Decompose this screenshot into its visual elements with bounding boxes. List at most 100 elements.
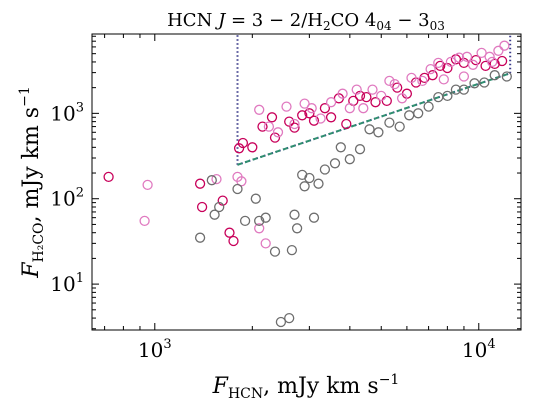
data-point xyxy=(224,227,235,238)
data-point xyxy=(354,144,366,155)
data-point xyxy=(260,238,271,249)
data-point xyxy=(351,84,362,95)
tick-label: 102 xyxy=(50,186,84,211)
tick-label: 104 xyxy=(462,337,496,362)
data-point xyxy=(254,104,265,115)
data-points xyxy=(103,40,512,328)
data-point xyxy=(458,84,470,95)
data-point xyxy=(325,97,337,108)
data-point xyxy=(297,110,308,121)
data-point xyxy=(217,195,228,206)
data-point xyxy=(489,70,500,81)
data-point xyxy=(433,57,444,69)
data-point xyxy=(384,117,395,128)
data-point xyxy=(269,132,281,143)
data-point xyxy=(467,59,479,70)
data-point xyxy=(289,118,300,130)
tick-label: 103 xyxy=(138,337,172,362)
data-point xyxy=(335,142,346,153)
data-point xyxy=(376,90,387,102)
data-point xyxy=(454,52,465,63)
data-point xyxy=(476,47,487,59)
data-point xyxy=(493,45,504,56)
data-point xyxy=(337,88,348,99)
data-point xyxy=(344,154,355,165)
data-point xyxy=(308,115,320,126)
data-point xyxy=(206,175,217,186)
data-point xyxy=(442,90,453,102)
data-point xyxy=(232,183,243,195)
data-point xyxy=(373,127,384,138)
data-point xyxy=(499,40,510,51)
data-point xyxy=(427,70,438,81)
data-point xyxy=(404,110,415,121)
data-point xyxy=(423,101,434,112)
data-point xyxy=(417,75,428,87)
data-point xyxy=(284,116,295,127)
data-point xyxy=(442,62,453,74)
data-point xyxy=(228,235,239,247)
data-point xyxy=(319,164,331,175)
data-point xyxy=(461,51,473,62)
data-point xyxy=(358,103,369,114)
data-point xyxy=(501,71,512,82)
data-point xyxy=(306,103,317,114)
data-point xyxy=(361,91,372,103)
data-point xyxy=(304,172,315,184)
data-point xyxy=(286,244,298,256)
plot-frame xyxy=(91,33,522,331)
data-point xyxy=(304,108,315,119)
data-point xyxy=(289,209,300,220)
data-point xyxy=(313,178,324,189)
data-point xyxy=(384,75,395,87)
data-point xyxy=(319,103,331,114)
x-axis-label: FHCN, mJy km s−1 xyxy=(212,372,400,402)
data-point xyxy=(281,101,292,112)
data-point xyxy=(487,56,498,68)
data-point xyxy=(325,112,337,123)
data-point xyxy=(479,77,490,88)
data-point xyxy=(194,232,206,243)
data-point xyxy=(406,72,417,84)
data-point xyxy=(394,121,405,132)
data-point xyxy=(367,84,378,95)
data-point xyxy=(275,316,287,328)
data-point xyxy=(239,215,251,227)
data-point xyxy=(425,63,436,75)
data-point xyxy=(209,209,220,220)
reference-line xyxy=(237,72,511,166)
data-point xyxy=(396,93,408,104)
chart-title: HCN J = 3 − 2/H2CO 404 − 303 xyxy=(167,10,445,33)
data-point xyxy=(260,212,271,223)
data-point xyxy=(284,312,295,324)
data-point xyxy=(484,51,495,62)
data-point xyxy=(438,74,449,85)
data-point xyxy=(413,108,424,119)
data-point xyxy=(289,122,300,133)
data-point xyxy=(344,103,355,114)
tick-label: 101 xyxy=(50,271,84,296)
data-point xyxy=(291,223,303,234)
data-point xyxy=(308,212,320,223)
data-point xyxy=(381,95,392,107)
data-point xyxy=(250,193,261,204)
data-point xyxy=(194,178,206,189)
data-point xyxy=(329,158,341,169)
data-point xyxy=(480,60,491,72)
data-point xyxy=(266,112,278,123)
data-point xyxy=(269,246,281,257)
data-point xyxy=(496,55,508,67)
data-point xyxy=(254,223,265,234)
data-point xyxy=(389,78,400,90)
data-point xyxy=(370,97,381,108)
data-point xyxy=(139,215,150,227)
data-point xyxy=(142,179,153,191)
data-point xyxy=(435,60,446,72)
data-point xyxy=(214,201,225,213)
data-point xyxy=(299,98,310,109)
data-point xyxy=(103,171,114,183)
data-point xyxy=(257,121,268,132)
axis-ticks: 103 104 101 102 103 xyxy=(50,34,521,362)
data-point xyxy=(341,118,352,130)
data-point xyxy=(196,201,208,213)
